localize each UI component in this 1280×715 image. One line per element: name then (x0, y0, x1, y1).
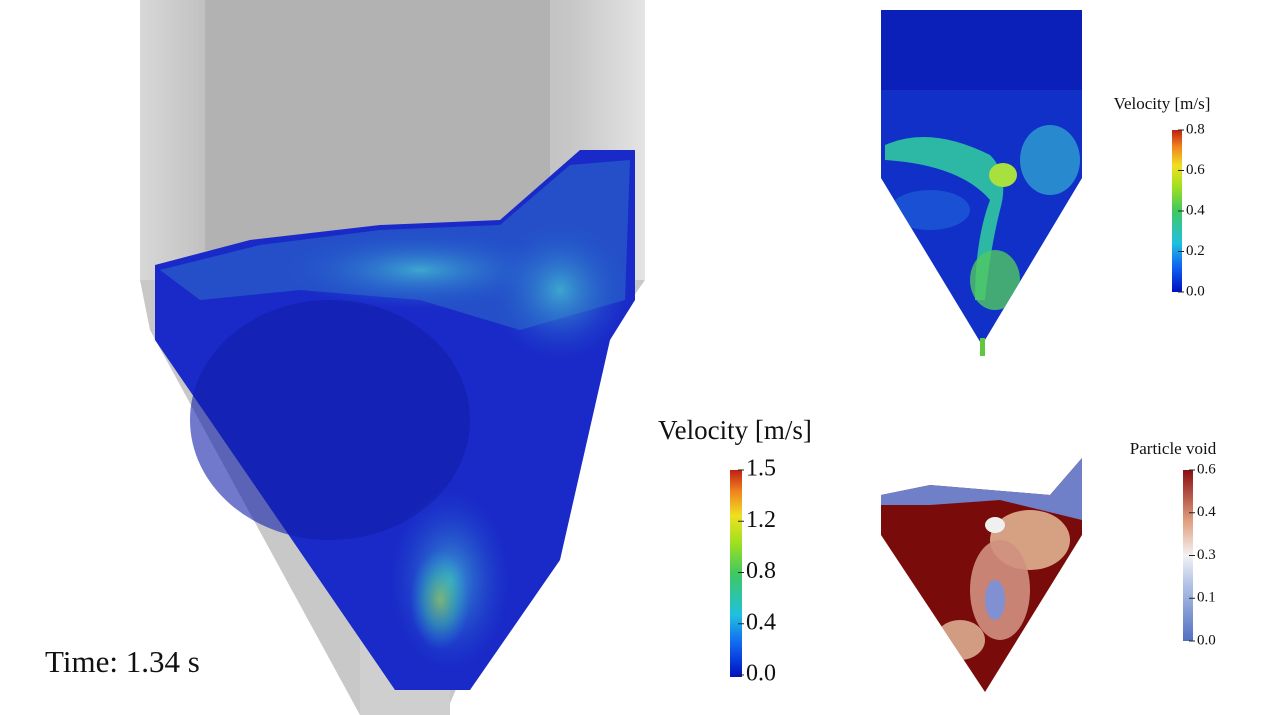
tick-label: 0.8 (746, 558, 776, 584)
outlet (980, 338, 985, 356)
tick-label: 0.0 (1186, 283, 1205, 299)
tick-label: 0.6 (1186, 162, 1205, 178)
tick-label: 0.4 (1197, 504, 1216, 520)
tick-label: 0.6 (1197, 461, 1216, 477)
void-slice (881, 458, 1082, 692)
tick-label: 0.1 (1197, 590, 1216, 606)
tick-label: 1.5 (746, 456, 776, 482)
velocity-slice (881, 10, 1082, 345)
tick-label: 0.2 (1186, 243, 1205, 259)
tick-label: 0.0 (1197, 632, 1216, 648)
colorbar-title: Velocity [m/s] (1114, 94, 1211, 113)
tick-label: 0.8 (1186, 121, 1205, 137)
colorbar (1183, 470, 1193, 641)
tick-label: 0.4 (746, 609, 776, 635)
colorbar-title: Particle void (1130, 439, 1217, 458)
colorbar (730, 470, 742, 677)
time-label: Time: 1.34 s (45, 644, 200, 679)
tick-label: 1.2 (746, 507, 776, 533)
tick-label: 0.3 (1197, 547, 1216, 563)
particle-bed (155, 150, 635, 690)
tick-label: 0.4 (1186, 202, 1205, 218)
tick-label: 0.0 (746, 661, 776, 687)
colorbar (1172, 130, 1182, 292)
colorbar-title: Velocity [m/s] (658, 415, 812, 445)
